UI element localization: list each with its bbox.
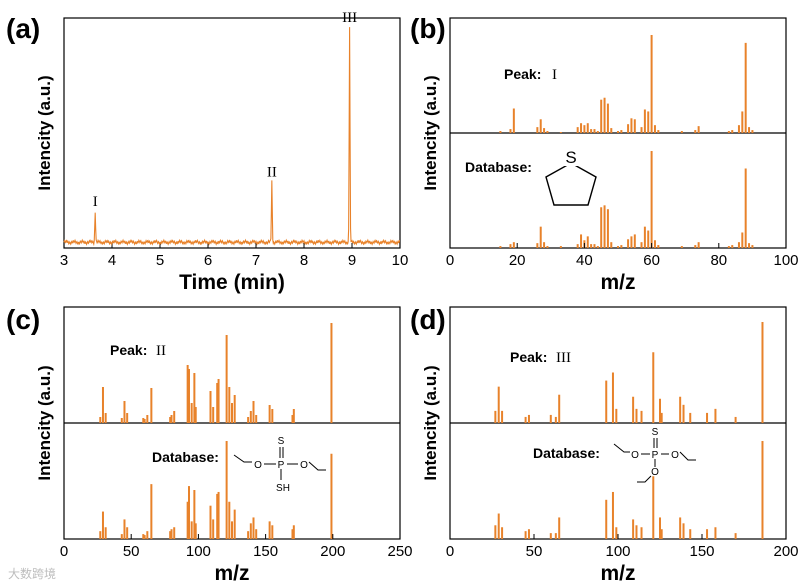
- panel-a-frame: [63, 17, 401, 249]
- panel-d-ylabel: Intencity (a.u.): [421, 365, 440, 480]
- panel-c-ylabel: Intencity (a.u.): [35, 365, 54, 480]
- panel-b-peak-label: Peak:: [504, 66, 541, 82]
- panel-b-database-spectrum: [499, 151, 754, 248]
- panel-a-label: (a): [6, 13, 40, 44]
- panel-d-database-label: Database:: [533, 445, 600, 461]
- sulfur-atom: S: [565, 148, 576, 167]
- triethyl-phosphorothioate-structure: [613, 438, 696, 483]
- panel-b-tick-label: 80: [710, 252, 727, 269]
- diethyl-phosphorodithioate-structure: [233, 447, 326, 480]
- atom-o-left: O: [631, 450, 639, 461]
- peak-label: II: [267, 164, 277, 180]
- atom-sh: SH: [276, 483, 290, 494]
- panel-b-ylabel: Intencity (a.u.): [421, 75, 440, 190]
- panel-a-tick-label: 7: [252, 252, 260, 269]
- panel-b: (b) 0 20 40 60 80 100 Peak: I Database: S m/z…: [410, 13, 799, 294]
- sulfur-mask: [563, 148, 579, 166]
- panel-d-tick-label: 100: [605, 543, 630, 560]
- atom-o-right: O: [300, 460, 308, 471]
- panel-c-tick-label: 100: [186, 543, 211, 560]
- panel-d-peak-label: Peak:: [510, 349, 547, 365]
- panel-b-xlabel: m/z: [600, 271, 635, 294]
- panel-c-database-spectrum: [99, 441, 333, 539]
- panel-a-tick-label: 6: [204, 252, 212, 269]
- panel-a-tick-label: 10: [392, 252, 409, 269]
- thiolane-ring: [545, 162, 597, 206]
- peak-label: III: [342, 10, 357, 26]
- panel-a-tick-label: 4: [108, 252, 116, 269]
- panel-b-tick-label: 20: [509, 252, 526, 269]
- panel-b-label: (b): [410, 13, 446, 44]
- panel-d-tick-label: 50: [526, 543, 543, 560]
- panel-c-tick-label: 0: [60, 543, 68, 560]
- panel-b-x-ticks: 0 20 40 60 80 100: [446, 243, 799, 269]
- panel-d-tick-label: 150: [689, 543, 714, 560]
- panel-c-tick-label: 250: [387, 543, 412, 560]
- panel-c-x-ticks: 0 50 100 150 200 250: [60, 534, 413, 560]
- watermark: 大数跨境: [8, 566, 56, 581]
- panel-c-label: (c): [6, 304, 40, 335]
- panel-c: (c) 0 50 100 150 200 250 Peak: II Database: S…: [6, 304, 413, 585]
- tetrahydrothiophene-structure: S: [545, 148, 597, 206]
- ethyl-left: [233, 454, 252, 463]
- panel-a-tick-label: 9: [348, 252, 356, 269]
- panel-d-peak-spectrum: [494, 322, 764, 423]
- chromatogram-trace: [63, 27, 401, 247]
- panel-c-tick-label: 50: [123, 543, 140, 560]
- atom-o-left: O: [254, 460, 262, 471]
- panel-a-xlabel: Time (min): [179, 271, 285, 294]
- panel-c-tick-label: 150: [253, 543, 278, 560]
- panel-d-label: (d): [410, 304, 446, 335]
- panel-c-peak-spectrum: [99, 323, 333, 423]
- peak-label: I: [93, 194, 98, 210]
- ethyl-right: [679, 451, 696, 461]
- panel-d: (d) 0 50 100 150 200 Peak: III Database: S O…: [410, 304, 799, 585]
- panel-c-tick-label: 200: [320, 543, 345, 560]
- panel-b-tick-label: 100: [773, 252, 798, 269]
- atom-p: P: [652, 450, 659, 461]
- panel-d-tick-label: 0: [446, 543, 454, 560]
- atom-p: P: [278, 460, 285, 471]
- panel-b-tick-label: 60: [643, 252, 660, 269]
- panel-b-peak-numeral: I: [552, 67, 557, 83]
- ethyl-left: [613, 443, 630, 453]
- panel-c-peak-label: Peak:: [110, 342, 147, 358]
- panel-d-x-ticks: 0 50 100 150 200: [446, 534, 799, 560]
- panel-a-tick-label: 5: [156, 252, 164, 269]
- atom-s: S: [278, 436, 285, 447]
- panel-a-x-ticks: 3 4 5 6 7 8 9 10: [60, 243, 409, 269]
- panel-b-tick-label: 40: [576, 252, 593, 269]
- panel-b-tick-label: 0: [446, 252, 454, 269]
- panel-a-tick-label: 8: [300, 252, 308, 269]
- panel-c-database-label: Database:: [152, 449, 219, 465]
- panel-d-database-spectrum: [494, 441, 764, 539]
- ethyl-bottom: [637, 475, 652, 483]
- panel-c-xlabel: m/z: [214, 562, 249, 585]
- panel-a-ylabel: Intencity (a.u.): [35, 75, 54, 190]
- atom-s: S: [652, 427, 659, 438]
- panel-d-peak-numeral: III: [556, 350, 571, 366]
- panel-a-tick-label: 3: [60, 252, 68, 269]
- panel-b-database-label: Database:: [465, 159, 532, 175]
- atom-o-right: O: [671, 450, 679, 461]
- panel-b-peak-spectrum: [499, 35, 754, 133]
- panel-d-tick-label: 200: [773, 543, 798, 560]
- atom-o-bottom: O: [651, 467, 659, 478]
- ethyl-right: [308, 461, 326, 471]
- panel-c-peak-numeral: II: [156, 343, 166, 359]
- panel-d-xlabel: m/z: [600, 562, 635, 585]
